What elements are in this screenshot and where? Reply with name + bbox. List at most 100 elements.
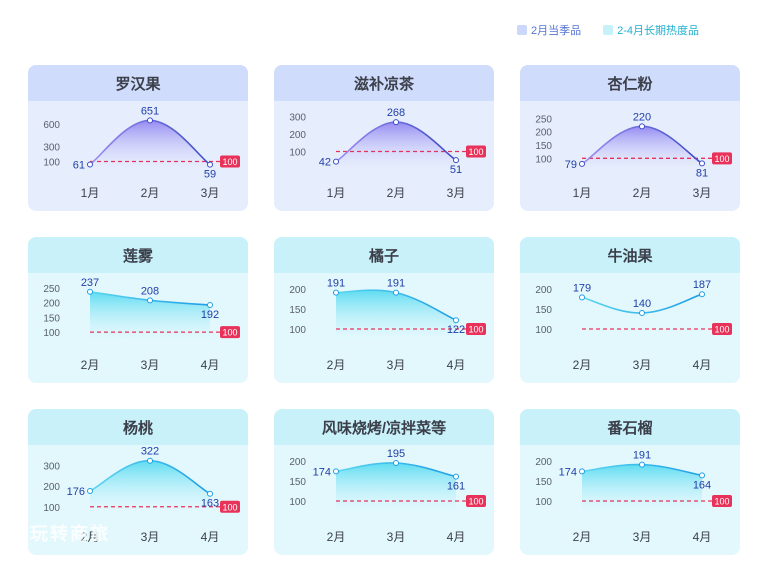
area-fill: [336, 462, 456, 513]
y-tick-label: 600: [43, 120, 60, 131]
data-label: 161: [447, 481, 465, 493]
y-tick-label: 200: [289, 285, 306, 296]
x-tick-label: 3月: [201, 186, 220, 200]
chart-card: 罗汉果 100 300 600 100 61 651 59 1月 2月 3月: [28, 65, 248, 211]
data-label: 268: [387, 107, 405, 119]
baseline-label: 100: [468, 497, 483, 507]
baseline-badge: [466, 495, 486, 507]
y-tick-label: 200: [535, 128, 552, 139]
chart-plot: 100 150 200 250 100 237 208 192 2月 3月 4月: [43, 277, 240, 372]
baseline-label: 100: [714, 154, 729, 164]
baseline-badge: [220, 155, 240, 168]
data-label: 191: [387, 278, 405, 290]
baseline-label: 100: [468, 325, 483, 335]
area-fill: [90, 291, 210, 341]
data-label: 79: [565, 159, 577, 171]
x-tick-label: 3月: [387, 358, 406, 372]
chart-title: 牛油果: [520, 237, 740, 273]
chart-title: 滋补凉茶: [274, 65, 494, 101]
baseline-label: 100: [222, 157, 237, 167]
data-point: [147, 457, 153, 464]
x-tick-label: 4月: [201, 358, 220, 372]
chart-title: 橘子: [274, 237, 494, 273]
data-point: [579, 294, 585, 301]
chart-card: 番石榴 100 150 200 100 174 191 164 2月 3月 4月: [520, 409, 740, 555]
data-point: [393, 460, 399, 466]
baseline-badge: [220, 500, 240, 513]
legend-swatch-spring: [603, 25, 614, 35]
data-point: [147, 117, 153, 124]
data-point: [393, 119, 399, 126]
x-tick-label: 4月: [693, 530, 712, 544]
x-tick-label: 2月: [81, 358, 100, 372]
chart-card: 莲雾 100 150 200 250 100 237 208 192 2月 3月 4月: [28, 237, 248, 383]
area-fill: [336, 290, 456, 341]
data-point: [207, 490, 213, 497]
data-point: [639, 310, 645, 316]
data-label: 163: [201, 498, 219, 510]
chart-card: 风味烧烤/凉拌菜等 100 150 200 100 174 195 161 2月 3月 4月: [274, 409, 494, 555]
chart-card: 杨桃 100 200 300 100 176 322 163 2月 3月 4月: [28, 409, 248, 555]
baseline-label: 100: [714, 497, 729, 507]
data-point: [393, 289, 399, 296]
data-label: 164: [693, 479, 711, 491]
data-point: [453, 317, 459, 324]
x-tick-label: 2月: [81, 530, 100, 544]
data-label: 122: [447, 324, 465, 336]
data-point: [579, 468, 585, 475]
y-tick-label: 250: [43, 284, 60, 295]
chart-plot: 100 150 200 100 179 140 187 2月 3月 4月: [535, 279, 732, 372]
x-tick-label: 1月: [327, 186, 346, 200]
x-tick-label: 2月: [573, 358, 592, 372]
baseline-label: 100: [222, 502, 237, 512]
data-label: 195: [387, 448, 405, 460]
x-tick-label: 2月: [141, 186, 160, 200]
data-label: 176: [67, 486, 85, 498]
data-point: [333, 158, 339, 165]
baseline-label: 100: [468, 147, 483, 157]
data-point: [453, 473, 459, 480]
data-point: [453, 157, 459, 164]
y-tick-label: 150: [289, 305, 306, 316]
data-label: 208: [141, 285, 159, 297]
y-tick-label: 150: [535, 477, 552, 488]
data-point: [579, 160, 585, 167]
chart-title: 杨桃: [28, 409, 248, 445]
data-label: 174: [559, 466, 577, 478]
y-tick-label: 200: [535, 285, 552, 296]
x-tick-label: 2月: [387, 186, 406, 200]
data-point: [639, 123, 645, 130]
x-tick-label: 3月: [633, 358, 652, 372]
data-label: 191: [327, 278, 345, 290]
data-label: 61: [73, 159, 85, 171]
data-label: 322: [141, 446, 159, 458]
y-tick-label: 150: [535, 305, 552, 316]
chart-plot: 100 300 600 100 61 651 59 1月 2月 3月: [43, 105, 240, 200]
data-label: 220: [633, 111, 651, 123]
baseline-badge: [712, 323, 732, 335]
data-label: 59: [204, 169, 216, 181]
y-tick-label: 100: [535, 325, 552, 336]
y-tick-label: 300: [43, 143, 60, 154]
y-tick-label: 100: [289, 325, 306, 336]
x-tick-label: 3月: [693, 186, 712, 200]
y-tick-label: 200: [43, 482, 60, 493]
data-label: 179: [573, 282, 591, 294]
y-tick-label: 200: [289, 130, 306, 141]
x-tick-label: 1月: [81, 186, 100, 200]
data-point: [333, 468, 339, 475]
chart-card: 滋补凉茶 100 200 300 100 42 268 51 1月 2月 3月: [274, 65, 494, 211]
baseline-badge: [712, 152, 732, 165]
x-tick-label: 3月: [633, 530, 652, 544]
area-fill: [336, 122, 456, 169]
data-point: [207, 161, 213, 168]
chart-title: 罗汉果: [28, 65, 248, 101]
x-tick-label: 3月: [141, 530, 160, 544]
chart-title: 风味烧烤/凉拌菜等: [274, 409, 494, 445]
legend-label-spring: 2-4月长期热度品: [617, 25, 700, 37]
x-tick-label: 3月: [141, 358, 160, 372]
area-fill: [90, 460, 210, 513]
y-tick-label: 100: [289, 148, 306, 159]
x-tick-label: 2月: [327, 358, 346, 372]
data-label: 42: [319, 157, 331, 169]
